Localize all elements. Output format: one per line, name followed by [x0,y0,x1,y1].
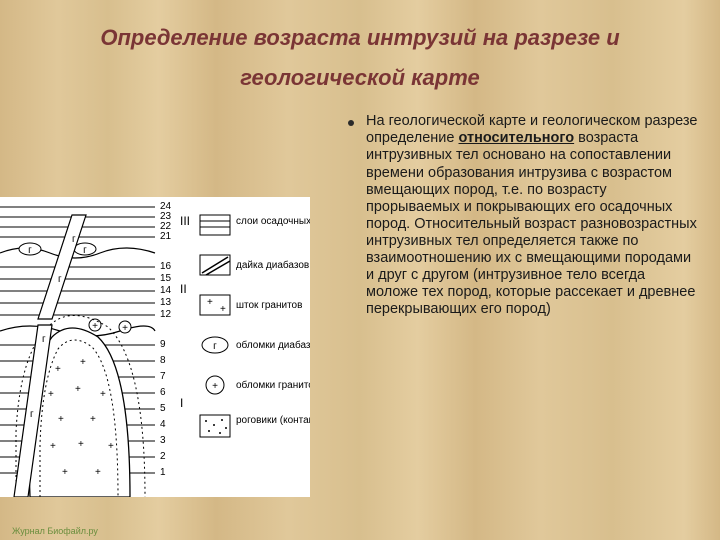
svg-text:слои осадочных горных пород: слои осадочных горных пород [236,216,310,227]
svg-text:обломки гранитов: обломки гранитов [236,379,310,391]
svg-text:роговики (контакто-вый метамор: роговики (контакто-вый метаморфизм) [236,414,310,426]
svg-text:+: + [95,467,101,478]
svg-text:1: 1 [160,467,166,478]
svg-text:+: + [50,441,56,452]
svg-text:+: + [122,323,128,334]
svg-text:15: 15 [160,273,172,284]
svg-text:I: I [180,396,183,410]
svg-text:III: III [180,214,190,228]
svg-text:+: + [220,304,226,315]
svg-text:13: 13 [160,297,172,308]
svg-text:шток гранитов: шток гранитов [236,300,302,311]
dyke-label-icon: г [28,245,32,256]
svg-text:+: + [212,381,218,392]
body-emphasis: относительного [459,130,575,146]
dyke-label-icon: г [30,409,34,420]
text-column: На геологической карте и геологическом р… [340,107,700,497]
diagram-column: г г + + [0,107,340,497]
svg-text:6: 6 [160,387,166,398]
svg-text:14: 14 [160,285,172,296]
svg-text:5: 5 [160,403,166,414]
svg-text:16: 16 [160,261,172,272]
slide-title: Определение возраста интрузий на разрезе… [0,0,720,97]
dyke-label-icon: г [58,274,62,285]
svg-text:+: + [55,364,61,375]
svg-text:7: 7 [160,371,166,382]
dyke-label-icon: г [83,245,87,256]
svg-text:г: г [213,341,217,352]
svg-text:+: + [75,384,81,395]
geological-diagram: г г + + [0,197,310,497]
body-paragraph: На геологической карте и геологическом р… [366,113,700,318]
svg-text:3: 3 [160,435,166,446]
svg-text:обломки диабазов: обломки диабазов [236,339,310,351]
svg-text:+: + [108,441,114,452]
legend: слои осадочных горных пород дайка диабаз… [200,215,310,437]
svg-text:+: + [207,297,213,308]
svg-text:+: + [58,414,64,425]
svg-text:II: II [180,282,187,296]
svg-text:+: + [48,389,54,400]
dyke-label-icon: г [72,234,76,245]
svg-text:+: + [78,439,84,450]
bullet-icon [348,120,354,126]
svg-text:12: 12 [160,309,172,320]
content-row: г г + + [0,97,720,497]
footer-credit: Журнал Биофайл.ру [12,526,98,536]
svg-text:+: + [100,389,106,400]
svg-text:+: + [90,414,96,425]
body-suffix: возраста интрузивных тел основано на соп… [366,130,697,317]
svg-text:2: 2 [160,451,166,462]
svg-text:9: 9 [160,339,166,350]
svg-text:+: + [92,321,98,332]
svg-text:+: + [80,357,86,368]
svg-text:дайка диабазов: дайка диабазов [236,259,309,271]
svg-text:4: 4 [160,419,166,430]
dyke-label-icon: г [42,334,46,345]
svg-text:8: 8 [160,355,166,366]
svg-text:21: 21 [160,231,172,242]
svg-text:+: + [62,467,68,478]
